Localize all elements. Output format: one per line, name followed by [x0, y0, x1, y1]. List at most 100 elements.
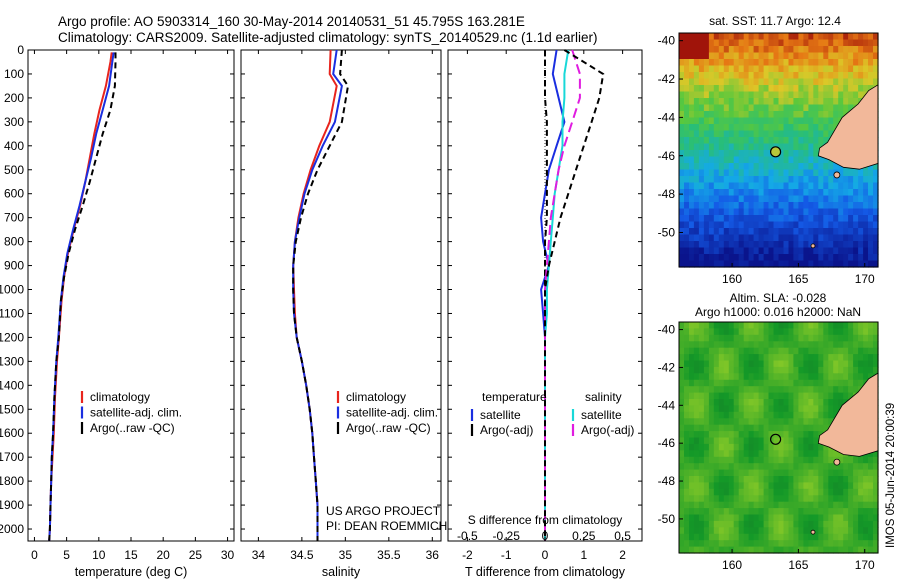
sla-map-cell [813, 501, 819, 509]
sla-map-cell [738, 347, 745, 355]
sla-map-cell [873, 354, 879, 362]
sst-map-cell [758, 46, 765, 54]
sla-map-cell [808, 424, 814, 432]
sla-map-cell [858, 328, 864, 336]
sla-map-cell [783, 540, 790, 548]
sla-map-cell [858, 520, 864, 528]
sla-map-cell [728, 334, 735, 342]
sla-map-cell [868, 488, 874, 496]
sla-map-cell [788, 347, 795, 355]
sla-map-cell [793, 495, 799, 503]
sst-map-cell [768, 254, 775, 262]
project-annotation: US ARGO PROJECT [326, 504, 441, 518]
sla-map-cell [843, 341, 849, 349]
sst-map-cell [838, 234, 844, 242]
sla-map-cell [833, 392, 839, 400]
sla-map-cell [679, 546, 685, 554]
sst-map-cell [783, 208, 790, 216]
sst-map-cell [858, 247, 864, 255]
sla-map-cell [684, 488, 690, 496]
sst-map-cell [778, 78, 785, 86]
sla-map-cell [703, 392, 710, 400]
sst-map-cell [858, 189, 864, 197]
sla-map-cell [684, 366, 690, 374]
sla-map-cell [698, 514, 705, 522]
sla-map-cell [758, 354, 765, 362]
sst-map-cell [684, 59, 690, 67]
sst-map-cell [873, 182, 879, 190]
sla-map-cell [698, 424, 705, 432]
sla-map-cell [843, 482, 849, 490]
sst-map-cell [768, 163, 775, 171]
sst-map-cell [723, 85, 730, 93]
sst-map-cell [703, 228, 710, 236]
sla-map-cell [843, 488, 849, 496]
sla-map-ytick-label: -40 [658, 323, 676, 337]
sla-map-cell [778, 360, 785, 368]
sla-map-cell [763, 463, 770, 471]
sst-map-cell [743, 39, 750, 47]
sla-map-cell [703, 431, 710, 439]
sst-map-cell [818, 98, 824, 106]
sla-map-cell [793, 546, 799, 554]
sst-map-cell [833, 228, 839, 236]
sla-map-cell [758, 546, 765, 554]
sst-map-cell [783, 195, 790, 203]
sst-map-cell [733, 78, 740, 86]
sla-map-cell [798, 392, 804, 400]
sla-map-cell [858, 456, 864, 464]
sla-map-cell [763, 386, 770, 394]
sla-map-cell [813, 514, 819, 522]
sst-map-cell [753, 98, 760, 106]
sla-map-cell [798, 411, 804, 419]
sst-map-cell [863, 176, 869, 184]
sla-map-cell [813, 373, 819, 381]
sla-map-cell [689, 328, 695, 336]
sla-map-cell [689, 399, 695, 406]
sla-map-cell [684, 411, 690, 419]
sst-map-cell [823, 241, 829, 249]
sla-map-cell [858, 508, 864, 516]
sst-map-cell [803, 104, 809, 112]
sst-map-cell [743, 78, 750, 86]
sla-map-cell [818, 379, 824, 387]
sst-map-cell [793, 33, 799, 41]
sla-map-cell [828, 411, 834, 419]
sla-map-cell [718, 463, 725, 471]
sst-map-cell [738, 228, 745, 236]
sst-map-cell [853, 59, 859, 67]
difference-legend-label: Argo(-adj) [581, 423, 634, 437]
sst-map-cell [803, 137, 809, 145]
sla-map-cell [768, 495, 775, 503]
sla-map-cell [733, 482, 740, 490]
sla-map-cell [713, 392, 720, 400]
sla-map-cell [798, 373, 804, 381]
sla-map-cell [723, 533, 730, 541]
sla-map-cell [763, 322, 770, 329]
sla-map-cell [783, 360, 790, 368]
sla-map-cell [803, 418, 809, 426]
sst-map-cell [738, 254, 745, 262]
sla-map-cell [738, 520, 745, 528]
sla-map-cell [803, 328, 809, 336]
sst-map-cell [753, 137, 760, 145]
sst-map-cell [793, 202, 799, 210]
sla-map-cell [689, 488, 695, 496]
sst-map-cell [873, 215, 879, 223]
sla-map-cell [848, 488, 854, 496]
sst-map-cell [868, 52, 874, 60]
sla-map-cell [703, 354, 710, 362]
sst-map-cell [793, 234, 799, 242]
sst-map-cell [808, 91, 814, 99]
sst-map-cell [723, 72, 730, 80]
sst-map-cell [818, 260, 824, 268]
sst-map-cell [793, 260, 799, 268]
sla-map-cell [788, 386, 795, 394]
sst-map-cell [753, 52, 760, 60]
temperature-ytick-label: 1300 [0, 354, 24, 368]
sst-map-cell [753, 65, 760, 73]
sst-map-cell [798, 104, 804, 112]
sst-map-cell [813, 202, 819, 210]
sst-map-cell [813, 85, 819, 93]
sla-map-cell [738, 476, 745, 483]
